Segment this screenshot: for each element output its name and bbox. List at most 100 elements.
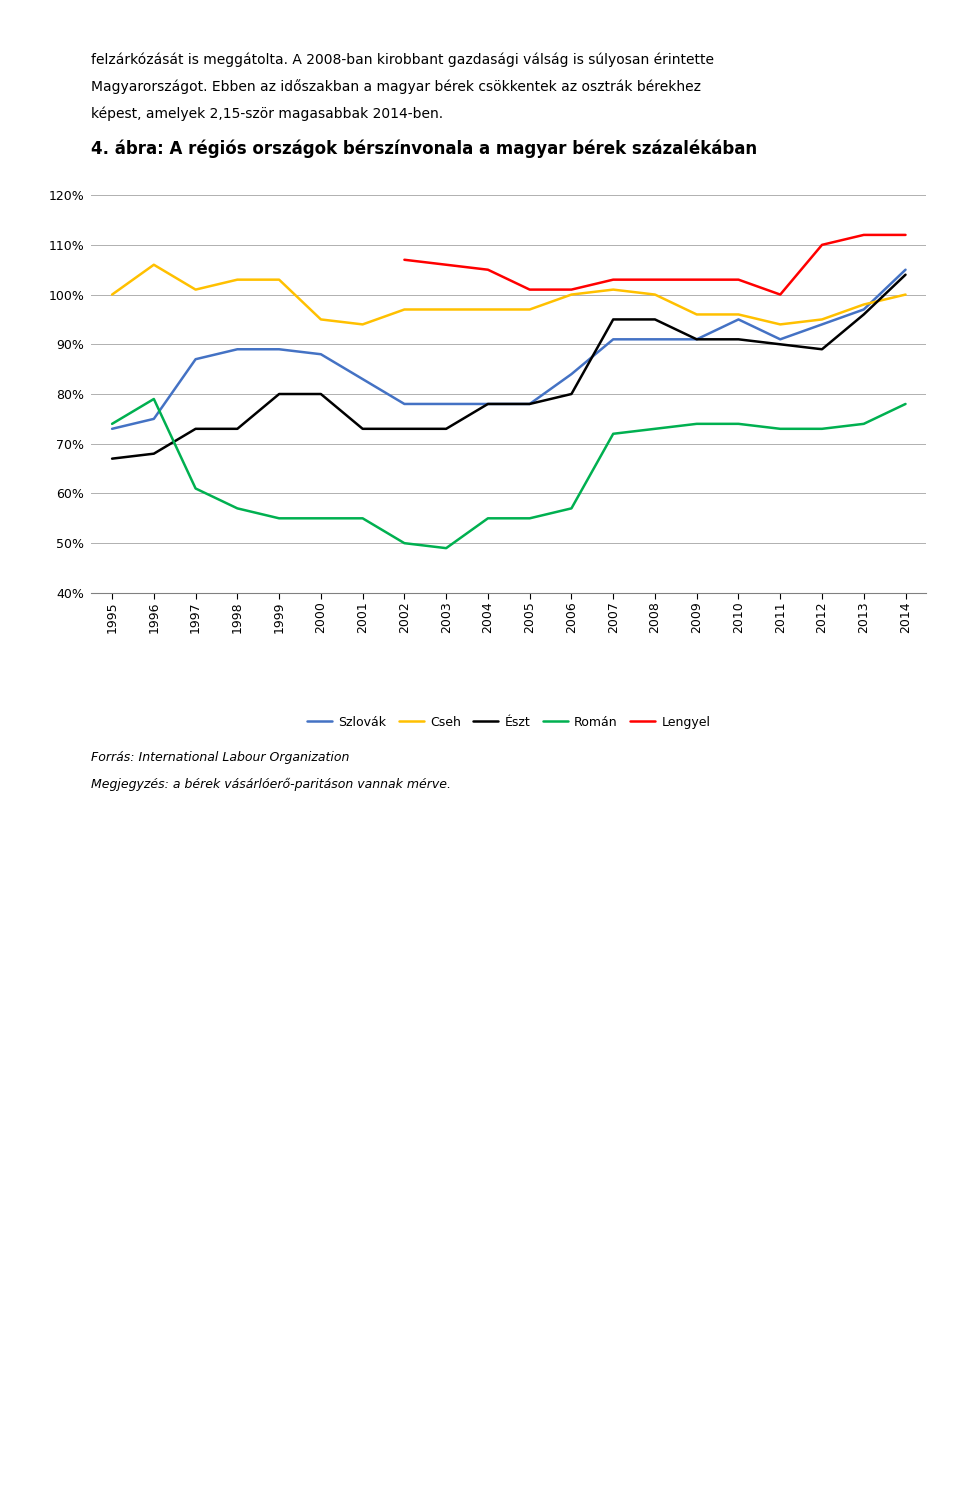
Lengyel xyxy=(649,270,660,288)
Szlovák xyxy=(482,395,493,413)
Román xyxy=(315,509,326,527)
Lengyel xyxy=(398,251,410,269)
Cseh xyxy=(190,281,202,299)
Észt xyxy=(315,386,326,404)
Román xyxy=(775,420,786,438)
Lengyel xyxy=(775,285,786,303)
Szlovák xyxy=(649,330,660,348)
Szlovák xyxy=(524,395,536,413)
Text: Magyarországot. Ebben az időszakban a magyar bérek csökkentek az osztrák bérekhe: Magyarországot. Ebben az időszakban a ma… xyxy=(91,80,701,95)
Szlovák xyxy=(148,410,159,428)
Line: Szlovák: Szlovák xyxy=(112,270,905,429)
Line: Román: Román xyxy=(112,399,905,548)
Cseh xyxy=(274,270,285,288)
Cseh xyxy=(398,300,410,318)
Line: Cseh: Cseh xyxy=(112,264,905,324)
Román xyxy=(524,509,536,527)
Román xyxy=(816,420,828,438)
Román xyxy=(441,539,452,557)
Román xyxy=(398,534,410,552)
Román xyxy=(231,500,243,518)
Lengyel xyxy=(900,225,911,243)
Lengyel xyxy=(608,270,619,288)
Cseh xyxy=(441,300,452,318)
Román xyxy=(482,509,493,527)
Text: felzárkózását is meggátolta. A 2008-ban kirobbant gazdasági válság is súlyosan é: felzárkózását is meggátolta. A 2008-ban … xyxy=(91,53,714,68)
Észt xyxy=(190,420,202,438)
Text: Megjegyzés: a bérek vásárlóerő-paritáson vannak mérve.: Megjegyzés: a bérek vásárlóerő-paritáson… xyxy=(91,778,451,791)
Cseh xyxy=(858,296,870,314)
Szlovák xyxy=(357,371,369,389)
Cseh xyxy=(608,281,619,299)
Szlovák xyxy=(190,350,202,368)
Észt xyxy=(274,386,285,404)
Román xyxy=(357,509,369,527)
Lengyel xyxy=(441,255,452,273)
Észt xyxy=(649,311,660,329)
Lengyel xyxy=(816,236,828,254)
Észt xyxy=(691,330,703,348)
Cseh xyxy=(816,311,828,329)
Cseh xyxy=(107,285,118,303)
Text: 4. ábra: A régiós országok bérszínvonala a magyar bérek százalékában: 4. ábra: A régiós országok bérszínvonala… xyxy=(91,140,757,158)
Észt xyxy=(775,335,786,353)
Cseh xyxy=(732,305,744,323)
Észt xyxy=(107,450,118,468)
Szlovák xyxy=(858,300,870,318)
Észt xyxy=(816,341,828,359)
Román xyxy=(858,414,870,432)
Román xyxy=(900,395,911,413)
Észt xyxy=(482,395,493,413)
Lengyel xyxy=(482,261,493,279)
Cseh xyxy=(482,300,493,318)
Észt xyxy=(565,386,577,404)
Lengyel xyxy=(565,281,577,299)
Észt xyxy=(858,305,870,323)
Cseh xyxy=(775,315,786,333)
Text: Forrás: International Labour Organization: Forrás: International Labour Organizatio… xyxy=(91,750,349,764)
Észt xyxy=(524,395,536,413)
Román xyxy=(190,479,202,497)
Észt xyxy=(398,420,410,438)
Szlovák xyxy=(315,345,326,363)
Észt xyxy=(357,420,369,438)
Észt xyxy=(608,311,619,329)
Lengyel xyxy=(524,281,536,299)
Szlovák xyxy=(608,330,619,348)
Cseh xyxy=(649,285,660,303)
Cseh xyxy=(148,255,159,273)
Cseh xyxy=(900,285,911,303)
Szlovák xyxy=(441,395,452,413)
Észt xyxy=(148,444,159,462)
Román xyxy=(649,420,660,438)
Line: Észt: Észt xyxy=(112,275,905,459)
Lengyel xyxy=(732,270,744,288)
Lengyel xyxy=(691,270,703,288)
Szlovák xyxy=(732,311,744,329)
Észt xyxy=(900,266,911,284)
Legend: Szlovák, Cseh, Észt, Román, Lengyel: Szlovák, Cseh, Észt, Román, Lengyel xyxy=(302,710,715,734)
Szlovák xyxy=(816,315,828,333)
Line: Lengyel: Lengyel xyxy=(404,234,905,294)
Szlovák xyxy=(274,341,285,359)
Szlovák xyxy=(231,341,243,359)
Szlovák xyxy=(691,330,703,348)
Cseh xyxy=(231,270,243,288)
Román xyxy=(608,425,619,443)
Szlovák xyxy=(900,261,911,279)
Román xyxy=(107,414,118,432)
Észt xyxy=(441,420,452,438)
Cseh xyxy=(315,311,326,329)
Szlovák xyxy=(775,330,786,348)
Román xyxy=(565,500,577,518)
Román xyxy=(148,390,159,408)
Text: képest, amelyek 2,15-ször magasabbak 2014-ben.: képest, amelyek 2,15-ször magasabbak 201… xyxy=(91,107,444,122)
Lengyel xyxy=(858,225,870,243)
Szlovák xyxy=(565,365,577,383)
Román xyxy=(691,414,703,432)
Román xyxy=(732,414,744,432)
Szlovák xyxy=(398,395,410,413)
Cseh xyxy=(357,315,369,333)
Cseh xyxy=(524,300,536,318)
Román xyxy=(274,509,285,527)
